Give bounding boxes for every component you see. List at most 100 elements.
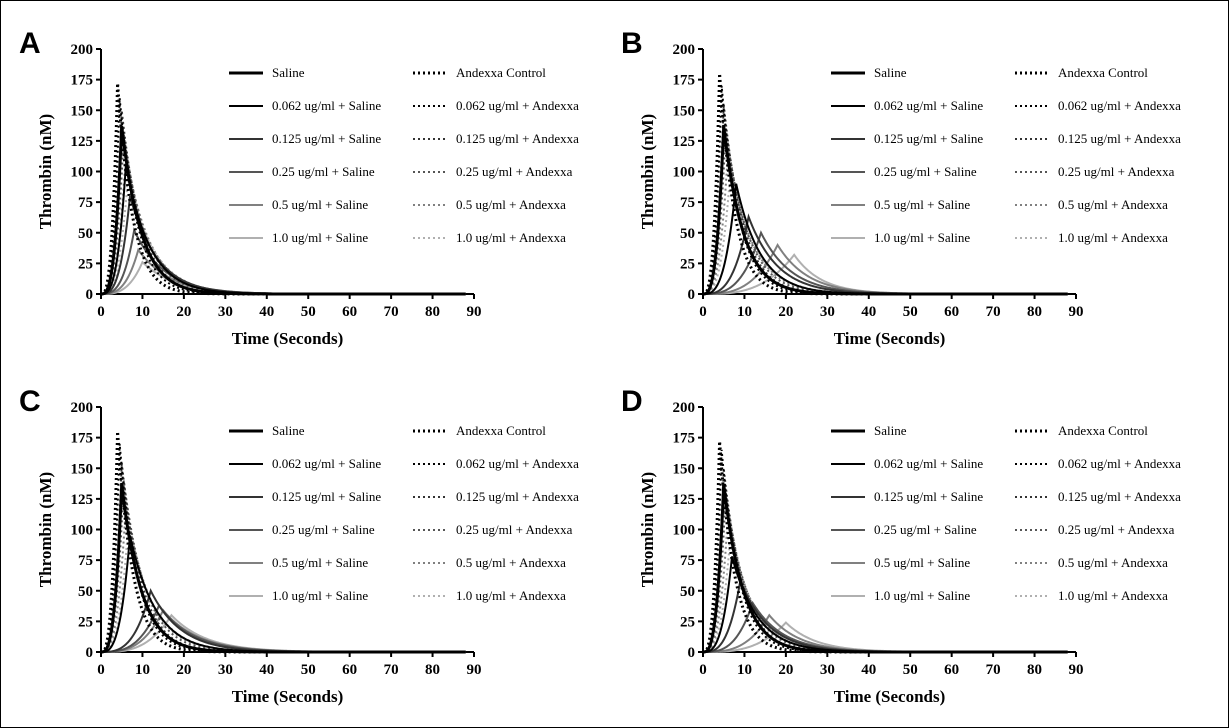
series-line <box>100 483 466 654</box>
series-line <box>100 134 466 295</box>
legend-label: 0.125 ug/ml + Saline <box>874 489 983 504</box>
x-tick-label: 10 <box>135 304 150 320</box>
y-tick-label: 150 <box>673 103 696 119</box>
legend-label: 0.062 ug/ml + Andexxa <box>1058 456 1181 471</box>
x-tick-label: 90 <box>467 304 482 320</box>
x-tick-label: 30 <box>218 304 233 320</box>
legend-label: 1.0 ug/ml + Saline <box>874 588 970 603</box>
panel-d: D 0 25 50 75 100 125 150 175 200 0 10 20 30 40 50 60 70 80… <box>621 385 1181 706</box>
y-tick-label: 150 <box>673 461 696 477</box>
series-line <box>702 125 1068 296</box>
x-tick-label: 20 <box>176 662 191 678</box>
panel-a: A 0 25 50 75 100 125 150 175 200 0 10 20 30 40 50 60 70 80… <box>19 27 579 348</box>
y-tick-label: 25 <box>680 614 695 630</box>
legend-label: 0.5 ug/ml + Andexxa <box>456 555 566 570</box>
legend-label: 0.25 ug/ml + Saline <box>272 522 375 537</box>
legend-label: Saline <box>874 65 907 80</box>
x-tick-label: 80 <box>425 304 440 320</box>
y-tick-label: 125 <box>673 492 696 508</box>
y-tick-label: 0 <box>86 287 94 303</box>
legend-label: 0.062 ug/ml + Saline <box>272 98 381 113</box>
x-tick-label: 30 <box>820 662 835 678</box>
series-line <box>101 608 466 653</box>
x-tick-label: 70 <box>384 304 399 320</box>
y-tick-label: 125 <box>673 134 696 150</box>
legend-label: 0.5 ug/ml + Saline <box>874 197 970 212</box>
y-tick-label: 75 <box>680 553 695 569</box>
series-line <box>703 213 1068 295</box>
series-line <box>100 125 466 296</box>
panel-letter: B <box>621 27 643 60</box>
legend-label: 0.062 ug/ml + Andexxa <box>1058 98 1181 113</box>
legend-label: Saline <box>272 423 305 438</box>
legend-label: 0.5 ug/ml + Saline <box>874 555 970 570</box>
x-tick-label: 70 <box>986 662 1001 678</box>
x-tick-label: 10 <box>737 304 752 320</box>
y-tick-label: 175 <box>673 73 696 89</box>
legend-label: 0.125 ug/ml + Andexxa <box>1058 131 1181 146</box>
panel-letter: A <box>19 27 41 60</box>
y-tick-label: 75 <box>78 195 93 211</box>
legend-label: 1.0 ug/ml + Andexxa <box>1058 230 1168 245</box>
x-tick-label: 60 <box>342 304 357 320</box>
legend-label: 0.125 ug/ml + Saline <box>272 489 381 504</box>
y-axis-title: Thrombin (nM) <box>638 472 657 587</box>
y-tick-label: 200 <box>71 400 94 416</box>
y-axis-title: Thrombin (nM) <box>638 114 657 229</box>
x-tick-label: 70 <box>384 662 399 678</box>
legend-label: 0.5 ug/ml + Andexxa <box>1058 197 1168 212</box>
series-line <box>702 483 1068 654</box>
x-tick-label: 90 <box>1069 304 1084 320</box>
x-tick-label: 0 <box>699 304 707 320</box>
x-axis-title: Time (Seconds) <box>834 329 946 348</box>
legend-label: Saline <box>874 423 907 438</box>
y-tick-label: 150 <box>71 103 94 119</box>
legend-label: Andexxa Control <box>1058 423 1148 438</box>
y-tick-label: 175 <box>71 73 94 89</box>
x-tick-label: 80 <box>425 662 440 678</box>
legend-label: 1.0 ug/ml + Andexxa <box>1058 588 1168 603</box>
x-tick-label: 60 <box>944 304 959 320</box>
legend-label: 0.062 ug/ml + Andexxa <box>456 98 579 113</box>
panel-c: C 0 25 50 75 100 125 150 175 200 0 10 20 30 40 50 60 70 80… <box>19 385 579 706</box>
x-axis-title: Time (Seconds) <box>232 329 344 348</box>
x-tick-label: 10 <box>135 662 150 678</box>
y-tick-label: 150 <box>71 461 94 477</box>
legend-label: Andexxa Control <box>456 423 546 438</box>
x-tick-label: 20 <box>778 304 793 320</box>
legend-label: 0.125 ug/ml + Saline <box>272 131 381 146</box>
legend-label: 1.0 ug/ml + Saline <box>272 588 368 603</box>
y-tick-label: 25 <box>78 614 93 630</box>
legend-label: 1.0 ug/ml + Saline <box>874 230 970 245</box>
y-tick-label: 100 <box>71 165 94 181</box>
legend-label: 0.5 ug/ml + Saline <box>272 197 368 212</box>
legend-label: 0.25 ug/ml + Saline <box>874 522 977 537</box>
panel-letter: C <box>19 385 41 418</box>
x-axis-title: Time (Seconds) <box>834 687 946 706</box>
x-tick-label: 0 <box>97 304 105 320</box>
legend-label: 0.25 ug/ml + Andexxa <box>1058 164 1175 179</box>
series-line <box>101 603 466 653</box>
x-tick-label: 40 <box>259 662 274 678</box>
legend-label: 0.25 ug/ml + Andexxa <box>1058 522 1175 537</box>
y-tick-label: 100 <box>71 523 94 539</box>
x-tick-label: 40 <box>861 304 876 320</box>
x-axis-title: Time (Seconds) <box>232 687 344 706</box>
legend-label: 1.0 ug/ml + Andexxa <box>456 230 566 245</box>
legend-label: 0.25 ug/ml + Saline <box>874 164 977 179</box>
legend-label: 0.125 ug/ml + Andexxa <box>1058 489 1181 504</box>
legend-label: 0.5 ug/ml + Saline <box>272 555 368 570</box>
y-tick-label: 175 <box>71 431 94 447</box>
y-tick-label: 175 <box>673 431 696 447</box>
x-tick-label: 0 <box>97 662 105 678</box>
y-tick-label: 0 <box>688 645 696 661</box>
legend-label: 0.062 ug/ml + Saline <box>874 98 983 113</box>
x-tick-label: 50 <box>903 304 918 320</box>
x-tick-label: 80 <box>1027 662 1042 678</box>
x-tick-label: 80 <box>1027 304 1042 320</box>
legend-label: 0.5 ug/ml + Andexxa <box>456 197 566 212</box>
y-axis-title: Thrombin (nM) <box>36 114 55 229</box>
x-tick-label: 50 <box>301 662 316 678</box>
